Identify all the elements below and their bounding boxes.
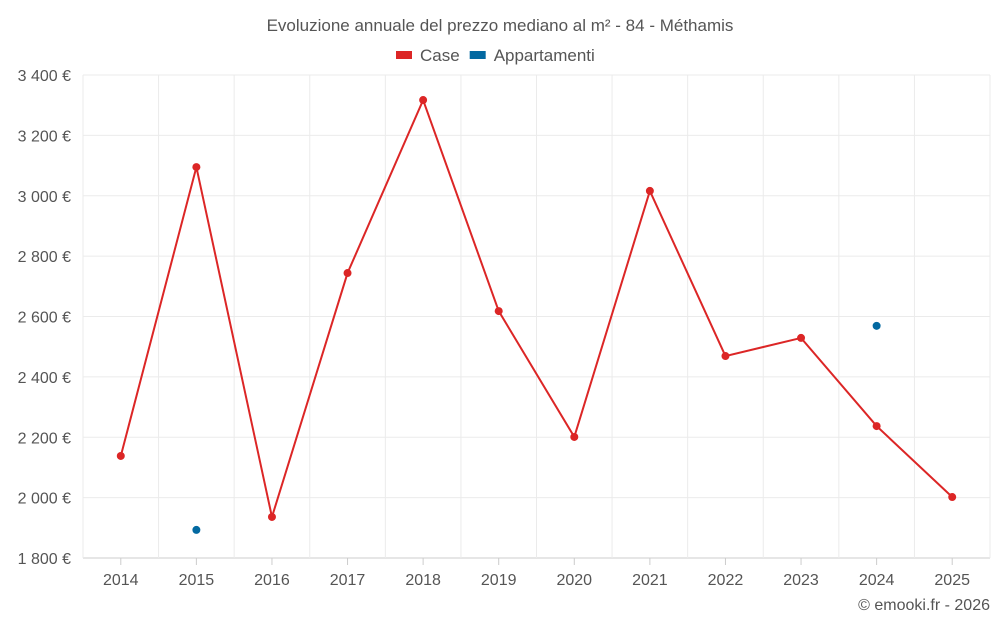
x-tick-label: 2023 bbox=[783, 572, 819, 589]
y-tick-label: 3 200 € bbox=[18, 128, 71, 145]
grid bbox=[82, 74, 991, 559]
x-tick-label: 2015 bbox=[179, 572, 215, 589]
chart-title: Evoluzione annuale del prezzo mediano al… bbox=[267, 16, 734, 35]
legend-label: Case bbox=[420, 46, 460, 65]
data-point-appartamenti bbox=[872, 321, 881, 330]
series bbox=[116, 96, 957, 534]
x-tick-label: 2021 bbox=[632, 572, 668, 589]
data-point-case bbox=[570, 432, 579, 441]
data-point-case bbox=[797, 333, 806, 342]
data-point-case bbox=[494, 307, 503, 316]
legend-label: Appartamenti bbox=[494, 46, 595, 65]
x-tick-label: 2014 bbox=[103, 572, 139, 589]
data-point-case bbox=[419, 96, 428, 105]
series-line-case bbox=[119, 97, 953, 521]
y-tick-label: 2 400 € bbox=[18, 370, 71, 387]
y-tick-label: 3 400 € bbox=[18, 68, 71, 85]
x-tick-label: 2022 bbox=[708, 572, 744, 589]
data-point-case bbox=[192, 163, 201, 172]
data-point-case bbox=[645, 186, 654, 195]
y-tick-label: 3 000 € bbox=[18, 189, 71, 206]
x-tick-label: 2025 bbox=[934, 572, 970, 589]
x-tick-label: 2018 bbox=[405, 572, 441, 589]
y-axis: 1 800 € 2 000 € 2 200 € 2 400 € 2 600 € 2 800… bbox=[18, 68, 71, 568]
y-tick-label: 1 800 € bbox=[18, 551, 71, 568]
legend-swatch-case bbox=[396, 51, 412, 59]
y-tick-label: 2 800 € bbox=[18, 249, 71, 266]
x-tick-label: 2020 bbox=[556, 572, 592, 589]
x-tick-label: 2024 bbox=[859, 572, 895, 589]
y-tick-label: 2 600 € bbox=[18, 310, 71, 327]
x-tick-label: 2017 bbox=[330, 572, 366, 589]
credit: © emooki.fr - 2026 bbox=[858, 597, 990, 614]
data-point-case bbox=[267, 512, 276, 521]
data-point-case bbox=[116, 451, 125, 460]
legend: Case Appartamenti bbox=[396, 46, 595, 65]
data-point-appartamenti bbox=[192, 525, 201, 534]
x-tick-label: 2016 bbox=[254, 572, 290, 589]
legend-swatch-appartamenti bbox=[469, 51, 486, 59]
data-point-case bbox=[872, 422, 881, 431]
data-point-case bbox=[721, 352, 730, 361]
data-point-case bbox=[343, 269, 352, 278]
data-point-case bbox=[948, 493, 957, 502]
x-tick-label: 2019 bbox=[481, 572, 517, 589]
y-tick-label: 2 200 € bbox=[18, 430, 71, 447]
y-tick-label: 2 000 € bbox=[18, 491, 71, 508]
x-axis: 2014 2015 2016 2017 2018 2019 2020 2021 2022 2023… bbox=[103, 558, 970, 589]
